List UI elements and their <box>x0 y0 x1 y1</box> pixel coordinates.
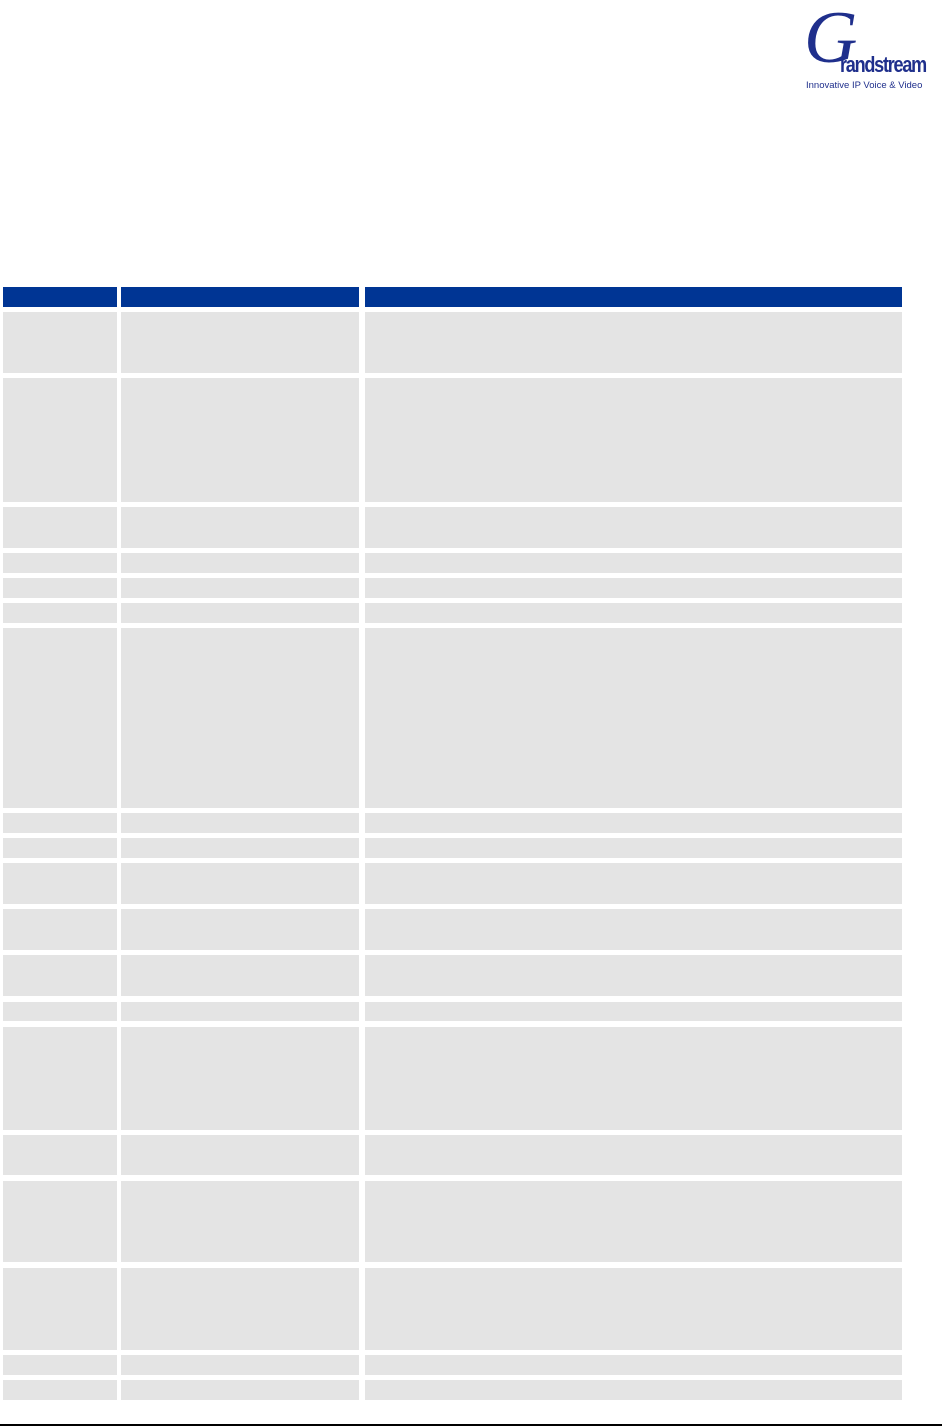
table-cell <box>3 628 117 808</box>
table-cell <box>121 378 359 502</box>
table-cell <box>121 578 359 598</box>
table-cell <box>365 1135 902 1175</box>
table-header-cell <box>365 287 902 307</box>
table-cell <box>365 578 902 598</box>
table-cell <box>3 955 117 996</box>
table-cell <box>365 1355 902 1375</box>
table-cell <box>3 909 117 950</box>
table-cell <box>121 1355 359 1375</box>
table-cell <box>3 507 117 548</box>
table-cell <box>3 1027 117 1130</box>
table-cell <box>365 1181 902 1262</box>
table-cell <box>3 578 117 598</box>
table-cell <box>121 507 359 548</box>
table-cell <box>365 312 902 373</box>
table-cell <box>121 813 359 833</box>
table-cell <box>121 628 359 808</box>
table-cell <box>365 507 902 548</box>
table-cell <box>121 1268 359 1350</box>
table-cell <box>365 1268 902 1350</box>
table-cell <box>365 603 902 623</box>
table-cell <box>365 863 902 904</box>
table-cell <box>365 1027 902 1130</box>
table-cell <box>121 1027 359 1130</box>
table-cell <box>365 909 902 950</box>
table-cell <box>3 1268 117 1350</box>
table-cell <box>3 1355 117 1375</box>
table-cell <box>121 863 359 904</box>
table-header-cell <box>3 287 117 307</box>
table-cell <box>121 553 359 573</box>
table-cell <box>121 1002 359 1021</box>
logo-wordmark: randstream <box>840 52 927 77</box>
table-cell <box>3 813 117 833</box>
table-cell <box>3 603 117 623</box>
table-header-cell <box>121 287 359 307</box>
logo-tagline: Innovative IP Voice & Video <box>806 80 923 91</box>
table-cell <box>3 1380 117 1400</box>
table-cell <box>121 1380 359 1400</box>
table-cell <box>121 312 359 373</box>
table-cell <box>121 1135 359 1175</box>
table-cell <box>121 603 359 623</box>
table-cell <box>365 1380 902 1400</box>
table-cell <box>365 955 902 996</box>
table-cell <box>3 1135 117 1175</box>
table-cell <box>365 1002 902 1021</box>
table-cell <box>3 378 117 502</box>
table-cell <box>3 863 117 904</box>
table-cell <box>365 628 902 808</box>
table-cell <box>121 909 359 950</box>
table-cell <box>121 838 359 858</box>
table-cell <box>365 838 902 858</box>
table-cell <box>121 955 359 996</box>
table-cell <box>3 553 117 573</box>
footer-divider <box>0 1424 942 1426</box>
logo-initial: G <box>804 0 858 79</box>
table-cell <box>3 312 117 373</box>
table-cell <box>121 1181 359 1262</box>
table-cell <box>365 813 902 833</box>
table-cell <box>3 1002 117 1021</box>
grandstream-logo: G randstream Innovative IP Voice & Video <box>796 0 936 96</box>
table-cell <box>3 1181 117 1262</box>
table-cell <box>3 838 117 858</box>
table-cell <box>365 553 902 573</box>
table-cell <box>365 378 902 502</box>
